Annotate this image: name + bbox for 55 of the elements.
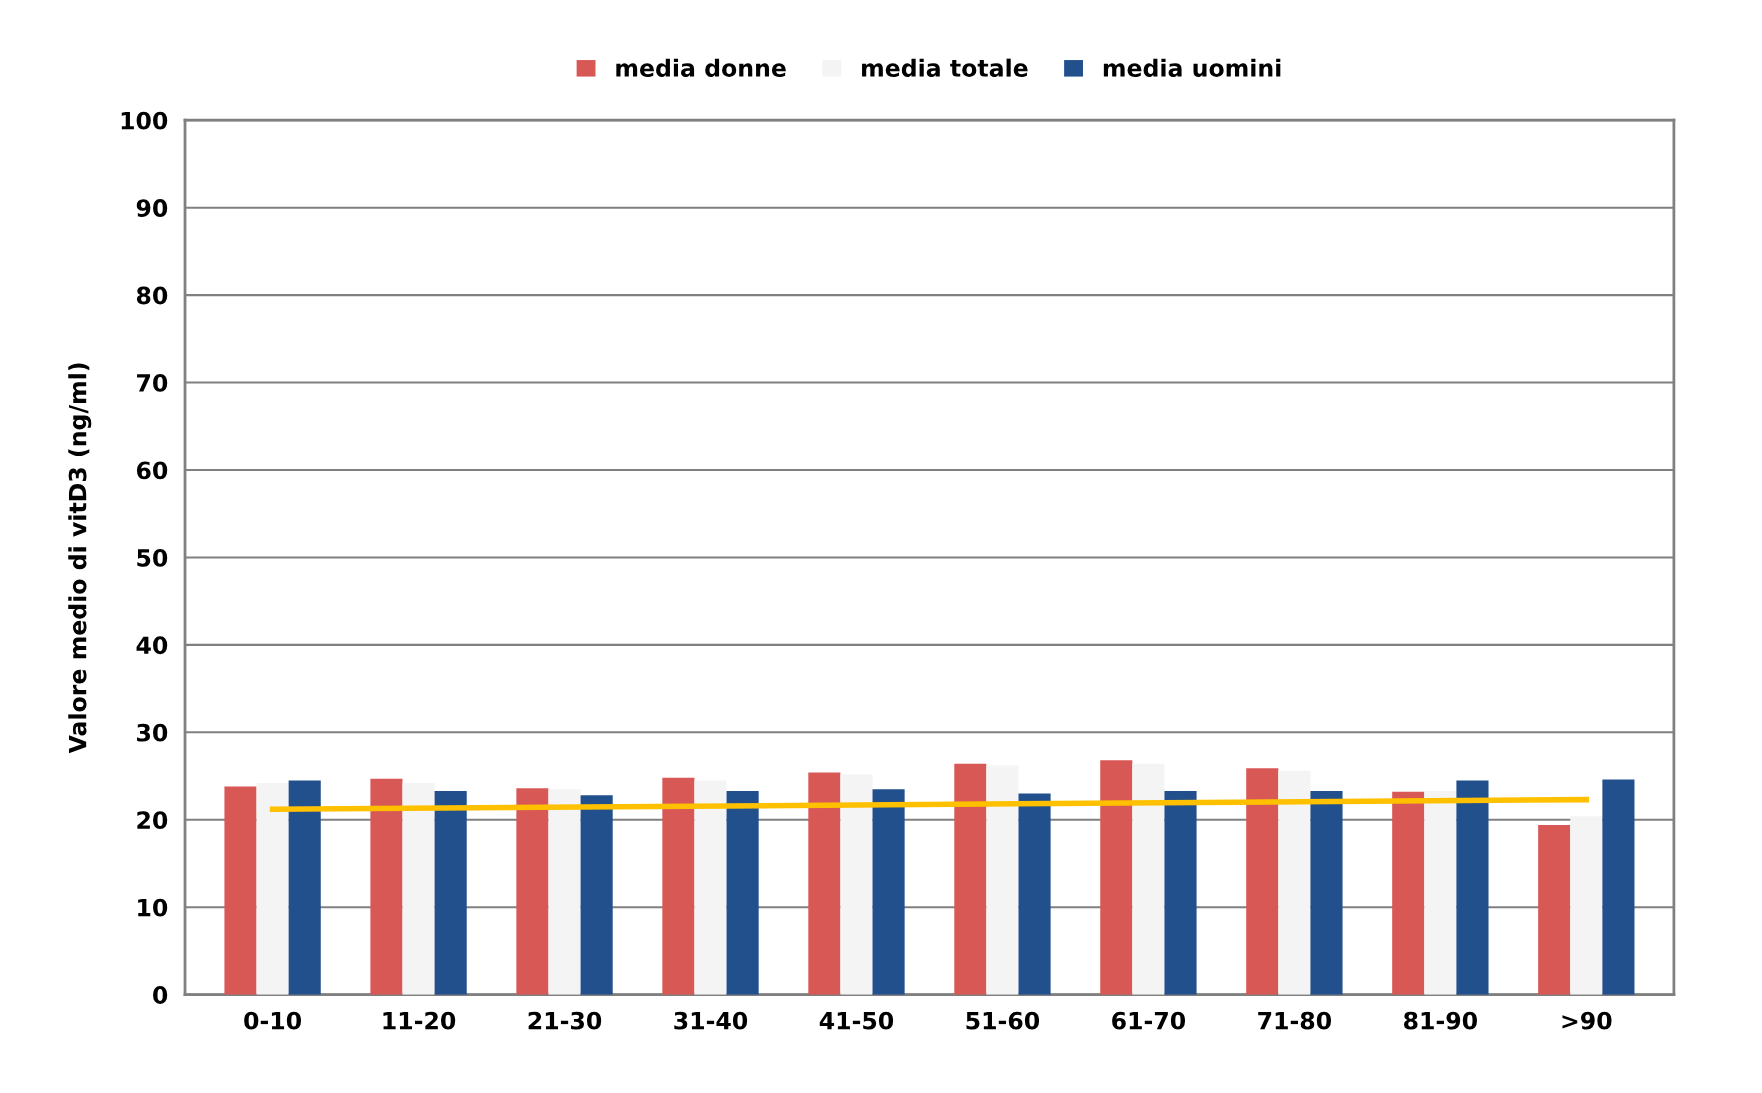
- bar: [1538, 825, 1571, 995]
- legend-label: media uomini: [1103, 58, 1281, 77]
- y-tick-label: 80: [136, 286, 168, 305]
- bar: [808, 772, 841, 995]
- y-tick-label: 40: [136, 636, 168, 655]
- bar: [954, 763, 987, 995]
- bar: [256, 783, 289, 995]
- bar: [1392, 791, 1425, 995]
- bar: [1570, 816, 1603, 995]
- y-axis-title: Valore medio di vitD3 (ng/ml): [68, 363, 92, 754]
- bar: [840, 774, 873, 995]
- x-tick-label: 31-40: [674, 1011, 748, 1030]
- y-tick-label: 0: [153, 986, 168, 1004]
- bar: [1132, 763, 1165, 995]
- y-tick-label: 30: [137, 723, 168, 742]
- bar: [288, 780, 321, 995]
- bar: [402, 783, 435, 995]
- x-tick-label: 51-60: [966, 1011, 1040, 1030]
- bar: [1456, 780, 1489, 995]
- x-tick-label: 11-20: [383, 1011, 456, 1030]
- bar: [726, 790, 759, 995]
- bar: [1100, 760, 1133, 995]
- y-tick-label: 60: [136, 461, 168, 480]
- bar: [370, 778, 403, 995]
- y-tick-label: 10: [138, 898, 168, 917]
- bar: [694, 780, 727, 995]
- bar: [548, 789, 581, 995]
- y-tick-label: 50: [137, 548, 168, 567]
- bar: [224, 786, 257, 995]
- bar: [986, 765, 1019, 995]
- bar: [1246, 768, 1279, 995]
- x-tick-label: 61-70: [1112, 1011, 1186, 1030]
- bar: [1018, 793, 1051, 995]
- bar: [1278, 770, 1311, 995]
- x-tick-label: >90: [1562, 1011, 1612, 1030]
- bar: [872, 789, 905, 995]
- bar: [580, 795, 613, 995]
- bar: [434, 790, 467, 995]
- bar: [1164, 790, 1197, 995]
- x-tick-label: 0-10: [244, 1011, 302, 1030]
- x-tick-label: 41-50: [819, 1011, 894, 1030]
- y-tick-label: 90: [136, 199, 168, 217]
- bar: [1424, 790, 1457, 995]
- y-tick-label: 100: [121, 111, 168, 130]
- bar: [1310, 790, 1343, 995]
- bar: [662, 777, 695, 995]
- legend-label: media totale: [862, 58, 1028, 77]
- x-tick-label: 21-30: [528, 1011, 602, 1030]
- y-tick-label: 70: [137, 374, 168, 392]
- x-tick-label: 71-80: [1258, 1011, 1332, 1030]
- legend-label: media donne: [616, 58, 786, 77]
- y-tick-label: 20: [137, 811, 168, 830]
- bar: [516, 788, 549, 995]
- bar: [1602, 779, 1635, 995]
- x-tick-label: 81-90: [1404, 1011, 1477, 1030]
